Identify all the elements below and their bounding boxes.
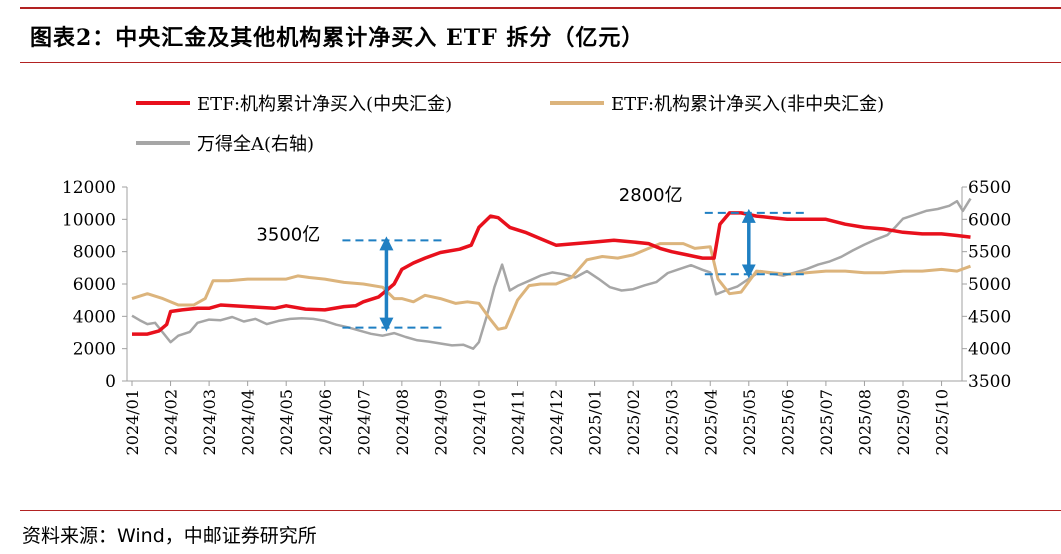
y-left-tick-label: 10000 <box>62 210 116 230</box>
x-tick-label: 2025/01 <box>586 389 605 455</box>
y-right-tick-labels: 3500 4000 4500 5000 5500 6000 6500 <box>962 178 1011 392</box>
x-tick-label: 2024/01 <box>123 389 142 455</box>
series-huijin-line <box>132 211 971 336</box>
title-underline <box>20 62 1061 63</box>
legend-label-wind-a: 万得全A(右轴) <box>197 134 314 155</box>
legend-label-non-huijin: ETF:机构累计净买入(非中央汇金) <box>611 94 884 115</box>
x-tick-label: 2024/08 <box>393 389 412 455</box>
top-rule <box>20 7 1061 9</box>
x-tick-label: 2024/05 <box>277 389 296 455</box>
y-left-tick-label: 12000 <box>62 178 116 198</box>
source-note: 资料来源：Wind，中邮证券研究所 <box>22 525 317 547</box>
y-right-tick-label: 5500 <box>968 243 1011 263</box>
series-wind-a-line <box>131 197 972 350</box>
y-right-tick-label: 4500 <box>968 307 1011 327</box>
bottom-rule <box>20 510 1061 511</box>
x-tick-label: 2025/08 <box>855 389 874 455</box>
legend: ETF:机构累计净买入(中央汇金) ETF:机构累计净买入(非中央汇金) 万得全… <box>136 94 884 155</box>
x-tick-label: 2024/06 <box>316 389 335 455</box>
legend-label-huijin: ETF:机构累计净买入(中央汇金) <box>197 94 452 115</box>
y-left-tick-label: 2000 <box>73 340 116 360</box>
x-tick-label: 2025/05 <box>740 389 759 455</box>
x-tick-label: 2024/11 <box>509 389 528 455</box>
x-tick-label: 2024/04 <box>239 389 258 455</box>
x-tick-label: 2024/07 <box>354 389 373 455</box>
y-left-tick-labels: 0 2000 4000 6000 8000 10000 12000 <box>62 178 127 392</box>
annotation-label-1: 3500亿 <box>256 224 320 245</box>
x-tick-labels: 2024/01 2024/02 2024/03 2024/04 2024/05 2024/… <box>123 381 952 455</box>
series-non-huijin-line <box>131 242 972 331</box>
x-tick-label: 2025/04 <box>701 389 720 455</box>
y-left-tick-label: 0 <box>105 372 116 392</box>
y-left-tick-label: 4000 <box>73 307 116 327</box>
chart-area: ETF:机构累计净买入(中央汇金) ETF:机构累计净买入(非中央汇金) 万得全… <box>62 94 1011 455</box>
annotation-layer: 3500亿 2800亿 <box>256 185 808 332</box>
x-tick-label: 2025/10 <box>933 389 952 455</box>
y-right-tick-label: 6000 <box>968 210 1011 230</box>
x-tick-label: 2025/07 <box>817 389 836 455</box>
x-tick-label: 2024/12 <box>547 389 566 455</box>
y-right-tick-label: 4000 <box>968 340 1011 360</box>
x-tick-label: 2024/09 <box>431 389 450 455</box>
x-tick-label: 2025/03 <box>663 389 682 455</box>
x-tick-label: 2024/03 <box>200 389 219 455</box>
x-tick-label: 2024/02 <box>162 389 181 455</box>
y-left-tick-label: 8000 <box>73 243 116 263</box>
x-tick-label: 2025/02 <box>624 389 643 455</box>
x-tick-label: 2025/06 <box>778 389 797 455</box>
y-right-tick-label: 3500 <box>968 372 1011 392</box>
series-layer <box>131 197 972 350</box>
y-left-tick-label: 6000 <box>73 275 116 295</box>
x-tick-label: 2025/09 <box>894 389 913 455</box>
chart-title: 图表2：中央汇金及其他机构累计净买入 ETF 拆分（亿元） <box>30 25 645 51</box>
y-right-tick-label: 5000 <box>968 275 1011 295</box>
x-tick-label: 2024/10 <box>470 389 489 455</box>
annotation-label-2: 2800亿 <box>619 185 683 206</box>
y-right-tick-label: 6500 <box>968 178 1011 198</box>
